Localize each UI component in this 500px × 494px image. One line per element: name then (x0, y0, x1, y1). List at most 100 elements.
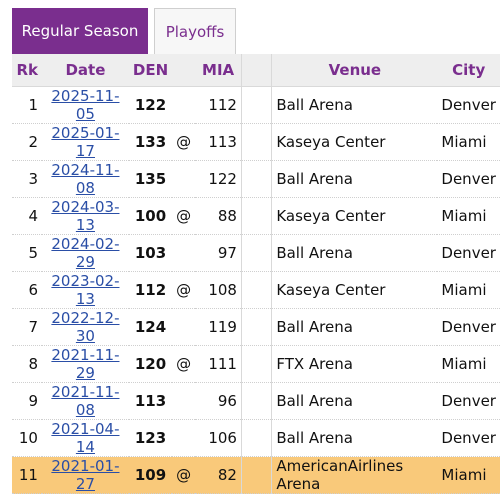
rank-cell: 2 (12, 123, 42, 161)
game-date-link[interactable]: 2024-03-13 (51, 198, 120, 234)
header-venue: Venue (271, 54, 438, 87)
blank-cell (240, 345, 272, 383)
date-cell: 2023-02-13 (41, 271, 129, 309)
date-cell: 2024-02-29 (41, 234, 129, 272)
rank-cell: 3 (12, 160, 42, 198)
away-indicator-cell: @ (172, 197, 196, 235)
venue-cell: Kaseya Center (271, 123, 438, 161)
date-cell: 2022-12-30 (41, 308, 129, 346)
date-cell: 2025-01-17 (41, 123, 129, 161)
rank-cell: 4 (12, 197, 42, 235)
table-row: 1 2025-11-05 122 112 Ball Arena Denver (12, 86, 500, 124)
game-date-link[interactable]: 2024-02-29 (51, 235, 120, 271)
header-date: Date (41, 54, 129, 87)
den-score-cell: 122 (128, 86, 173, 124)
city-cell: Denver (437, 86, 500, 124)
rank-cell: 9 (12, 382, 42, 420)
header-den: DEN (128, 54, 173, 87)
mia-score-cell: 82 (195, 456, 242, 494)
city-cell: Miami (437, 271, 500, 309)
den-score-cell: 109 (128, 456, 173, 494)
header-location (172, 54, 196, 87)
blank-cell (240, 419, 272, 457)
venue-cell: Kaseya Center (271, 197, 438, 235)
blank-cell (240, 160, 272, 198)
venue-cell: Ball Arena (271, 308, 438, 346)
city-cell: Miami (437, 456, 500, 494)
away-indicator-cell: @ (172, 271, 196, 309)
away-indicator-cell: @ (172, 345, 196, 383)
game-date-link[interactable]: 2023-02-13 (51, 272, 120, 308)
game-date-link[interactable]: 2021-11-08 (51, 383, 120, 419)
blank-cell (240, 197, 272, 235)
den-score-cell: 100 (128, 197, 173, 235)
away-indicator-cell (172, 160, 196, 198)
game-date-link[interactable]: 2025-11-05 (51, 87, 120, 123)
game-date-link[interactable]: 2022-12-30 (51, 309, 120, 345)
den-score-cell: 124 (128, 308, 173, 346)
rank-cell: 1 (12, 86, 42, 124)
den-score-cell: 112 (128, 271, 173, 309)
mia-score-cell: 97 (195, 234, 242, 272)
den-score-cell: 113 (128, 382, 173, 420)
city-cell: Denver (437, 419, 500, 457)
rank-cell: 8 (12, 345, 42, 383)
tab-regular-season[interactable]: Regular Season (12, 8, 148, 54)
table-row: 10 2021-04-14 123 106 Ball Arena Denver (12, 419, 500, 457)
rank-cell: 6 (12, 271, 42, 309)
away-indicator-cell (172, 234, 196, 272)
mia-score-cell: 119 (195, 308, 242, 346)
date-cell: 2025-11-05 (41, 86, 129, 124)
away-indicator-cell (172, 308, 196, 346)
rank-cell: 5 (12, 234, 42, 272)
den-score-cell: 135 (128, 160, 173, 198)
blank-cell (240, 271, 272, 309)
table-row: 5 2024-02-29 103 97 Ball Arena Denver (12, 234, 500, 272)
city-cell: Denver (437, 160, 500, 198)
city-cell: Miami (437, 345, 500, 383)
table-row: 7 2022-12-30 124 119 Ball Arena Denver (12, 308, 500, 346)
blank-cell (240, 456, 272, 494)
mia-score-cell: 113 (195, 123, 242, 161)
table-row: 3 2024-11-08 135 122 Ball Arena Denver (12, 160, 500, 198)
city-cell: Miami (437, 197, 500, 235)
venue-cell: Ball Arena (271, 419, 438, 457)
away-indicator-cell: @ (172, 456, 196, 494)
mia-score-cell: 111 (195, 345, 242, 383)
header-mia: MIA (195, 54, 242, 87)
table-row: 2 2025-01-17 133 @113 Kaseya Center Miami (12, 123, 500, 161)
table-row: 4 2024-03-13 100 @88 Kaseya Center Miami (12, 197, 500, 235)
venue-cell: FTX Arena (271, 345, 438, 383)
header-rk: Rk (12, 54, 42, 87)
tab-playoffs[interactable]: Playoffs (154, 8, 236, 54)
blank-cell (240, 123, 272, 161)
date-cell: 2024-11-08 (41, 160, 129, 198)
den-score-cell: 123 (128, 419, 173, 457)
game-date-link[interactable]: 2021-04-14 (51, 420, 120, 456)
venue-cell: Ball Arena (271, 382, 438, 420)
date-cell: 2021-04-14 (41, 419, 129, 457)
table-row: 11 2021-01-27 109 @82 AmericanAirlines Arena… (12, 456, 500, 494)
games-table: Rk Date DEN MIA Venue City 1 2025-11-05 12… (12, 54, 500, 494)
game-date-link[interactable]: 2024-11-08 (51, 161, 120, 197)
blank-cell (240, 234, 272, 272)
venue-cell: Ball Arena (271, 160, 438, 198)
date-cell: 2021-01-27 (41, 456, 129, 494)
venue-cell: Ball Arena (271, 234, 438, 272)
rank-cell: 10 (12, 419, 42, 457)
game-date-link[interactable]: 2025-01-17 (51, 124, 120, 160)
mia-score-cell: 96 (195, 382, 242, 420)
header-blank (240, 54, 272, 87)
away-indicator-cell: @ (172, 123, 196, 161)
city-cell: Denver (437, 382, 500, 420)
mia-score-cell: 106 (195, 419, 242, 457)
mia-score-cell: 112 (195, 86, 242, 124)
game-date-link[interactable]: 2021-11-29 (51, 346, 120, 382)
date-cell: 2021-11-29 (41, 345, 129, 383)
venue-cell: Kaseya Center (271, 271, 438, 309)
mia-score-cell: 88 (195, 197, 242, 235)
blank-cell (240, 382, 272, 420)
game-date-link[interactable]: 2021-01-27 (51, 457, 120, 493)
city-cell: Miami (437, 123, 500, 161)
mia-score-cell: 122 (195, 160, 242, 198)
